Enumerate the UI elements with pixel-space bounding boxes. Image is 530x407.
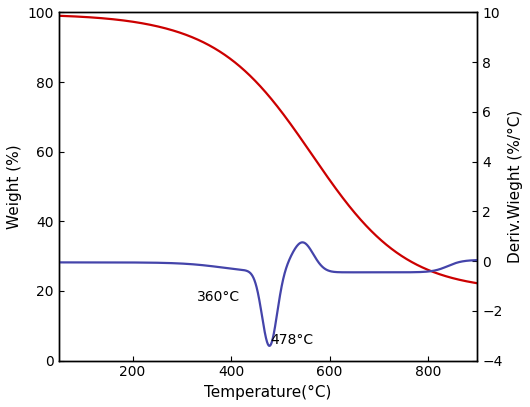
Y-axis label: Deriv.Wieght (%/°C): Deriv.Wieght (%/°C)	[508, 110, 523, 263]
Text: 478°C: 478°C	[270, 333, 314, 348]
Text: 360°C: 360°C	[197, 290, 240, 304]
X-axis label: Temperature(°C): Temperature(°C)	[204, 385, 332, 400]
Y-axis label: Weight (%): Weight (%)	[7, 144, 22, 229]
